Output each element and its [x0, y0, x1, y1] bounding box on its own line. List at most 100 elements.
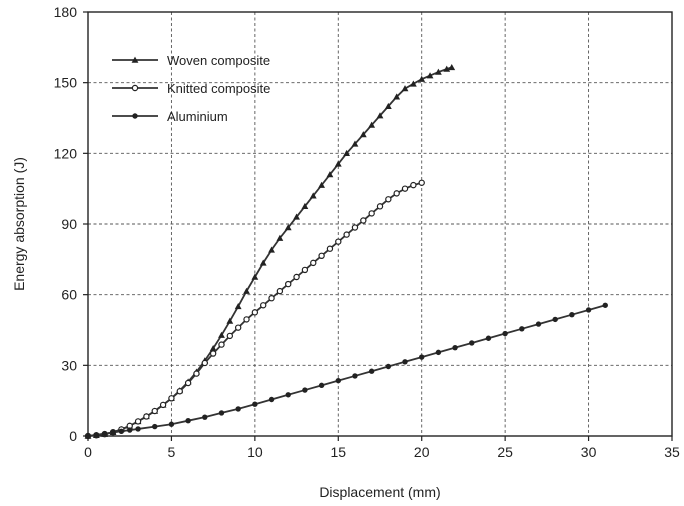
legend: Woven composite Knitted composite Aluminiu… — [112, 53, 270, 124]
data-point — [209, 350, 217, 357]
data-point — [110, 429, 116, 436]
data-point — [260, 302, 267, 309]
data-point — [218, 410, 225, 416]
data-point — [318, 252, 325, 259]
data-point — [359, 131, 367, 138]
x-tick-label: 30 — [581, 444, 597, 460]
data-point — [251, 273, 259, 280]
x-tick-label: 20 — [414, 444, 430, 460]
data-point — [93, 432, 100, 438]
data-point — [234, 324, 242, 331]
data-point — [360, 217, 367, 224]
series-woven-composite — [84, 63, 456, 439]
data-point — [302, 387, 308, 393]
data-point — [276, 287, 284, 295]
data-point — [535, 321, 542, 327]
x-tick-label: 25 — [497, 444, 513, 460]
data-point — [234, 303, 242, 310]
data-point — [435, 349, 442, 356]
data-point — [335, 377, 341, 384]
data-point — [268, 295, 275, 302]
data-point — [301, 266, 309, 274]
data-point — [452, 344, 458, 351]
data-point — [418, 179, 425, 186]
data-point — [376, 203, 384, 210]
legend-item: Knitted composite — [112, 81, 270, 96]
y-tick-label: 180 — [54, 4, 78, 20]
data-point — [276, 234, 284, 241]
data-point — [343, 231, 350, 238]
data-point — [351, 224, 359, 231]
series-aluminium — [85, 302, 608, 439]
data-point — [101, 430, 108, 437]
data-point — [326, 171, 334, 178]
data-point — [334, 160, 342, 167]
data-point — [335, 238, 342, 245]
data-point — [143, 413, 150, 420]
data-point — [218, 331, 225, 338]
data-point — [426, 72, 434, 79]
data-point — [519, 326, 525, 332]
data-point — [443, 65, 451, 72]
legend-label: Aluminium — [167, 109, 228, 124]
data-point — [385, 196, 392, 203]
legend-label: Knitted composite — [167, 81, 270, 96]
data-point — [284, 224, 292, 231]
x-tick-label: 0 — [84, 444, 92, 460]
data-point — [393, 93, 401, 100]
data-point — [259, 259, 267, 266]
data-point — [218, 341, 225, 348]
data-point — [318, 181, 325, 188]
data-point — [152, 423, 158, 430]
x-tick-label: 35 — [664, 444, 680, 460]
data-point — [201, 359, 208, 367]
data-point — [419, 354, 425, 360]
data-point — [251, 309, 259, 316]
data-point — [184, 379, 192, 387]
data-point — [293, 273, 300, 281]
data-point — [502, 330, 508, 337]
data-point — [193, 370, 200, 377]
data-point — [410, 181, 417, 189]
x-tick-label: 10 — [247, 444, 263, 460]
data-point — [352, 373, 358, 379]
data-point — [418, 75, 426, 82]
legend-marker — [132, 113, 138, 119]
series-line — [87, 304, 606, 437]
legend-marker — [131, 56, 139, 63]
legend-label: Woven composite — [167, 53, 270, 68]
grid — [88, 12, 672, 436]
data-point — [202, 414, 208, 420]
data-point — [485, 335, 492, 341]
data-point — [402, 359, 408, 365]
data-point — [135, 426, 141, 432]
data-point — [118, 428, 125, 434]
data-point — [268, 396, 275, 403]
data-point — [368, 121, 376, 128]
y-tick-label: 90 — [61, 216, 77, 232]
legend-item: Woven composite — [112, 53, 270, 68]
data-point — [243, 287, 250, 294]
y-axis: 0 30 60 90 120 150 180 — [54, 4, 88, 444]
data-point — [226, 317, 234, 324]
x-tick-label: 5 — [168, 444, 176, 460]
data-point — [326, 245, 334, 252]
series — [84, 63, 608, 440]
data-point — [159, 401, 167, 409]
data-point — [285, 392, 291, 398]
data-point — [368, 210, 375, 217]
x-axis: 0 5 10 15 20 25 30 35 — [84, 436, 680, 460]
data-point — [602, 302, 608, 308]
data-point — [318, 382, 325, 389]
data-point — [134, 418, 142, 425]
legend-item: Aluminium — [112, 109, 228, 124]
data-point — [309, 192, 317, 199]
data-point — [168, 395, 175, 402]
data-point — [384, 102, 392, 109]
data-point — [368, 368, 375, 374]
data-point — [401, 85, 409, 92]
data-point — [268, 246, 275, 253]
data-point — [226, 332, 234, 340]
data-point — [127, 427, 133, 433]
data-point — [585, 307, 592, 313]
